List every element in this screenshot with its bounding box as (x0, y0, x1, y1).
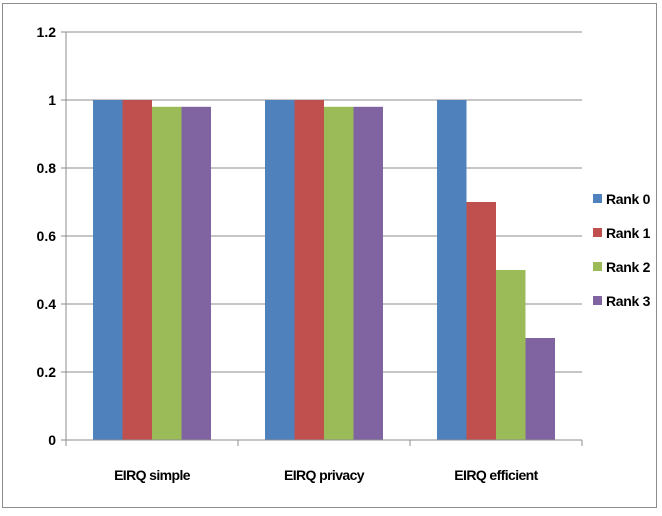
bar-rank-1-2 (294, 100, 324, 440)
x-category-label: EIRQ privacy (284, 467, 365, 483)
legend-swatch (593, 194, 602, 203)
y-tick-label: 0.4 (37, 296, 57, 312)
legend-swatch (593, 296, 602, 305)
bar-rank-0-1 (93, 100, 123, 440)
y-tick-label: 0.8 (37, 160, 57, 176)
x-category-label: EIRQ simple (114, 467, 191, 483)
bar-rank-1-3 (466, 202, 496, 440)
bar-rank-2-1 (152, 106, 182, 441)
bar-rank-2-2 (324, 106, 354, 441)
bar-rank-0-2 (265, 100, 295, 440)
legend: Rank 0 Rank 1 Rank 2 Rank 3 (593, 191, 651, 309)
legend-swatch (593, 228, 602, 237)
bar-rank-0-3 (437, 100, 467, 440)
y-tick-label: 1 (48, 92, 56, 108)
y-axis: 0 0.2 0.4 0.6 0.8 1 1.2 (37, 24, 67, 448)
y-tick-label: 0 (48, 432, 56, 448)
y-tick-label: 0.6 (37, 228, 57, 244)
y-tick-label: 1.2 (37, 24, 57, 40)
bar-rank-1-1 (122, 100, 152, 440)
bar-rank-2-3 (496, 270, 526, 440)
x-category-label: EIRQ efficient (454, 467, 538, 483)
y-tick-label: 0.2 (37, 364, 57, 380)
bar-rank-3-3 (525, 338, 555, 440)
bar-rank-3-1 (181, 106, 211, 441)
bar-rank-3-2 (353, 106, 383, 441)
bars (93, 100, 555, 441)
x-axis: EIRQ simple EIRQ privacy EIRQ efficient (65, 439, 583, 483)
legend-label: Rank 3 (606, 293, 651, 309)
legend-swatch (593, 262, 602, 271)
legend-label: Rank 2 (606, 259, 651, 275)
legend-label: Rank 1 (606, 225, 651, 241)
legend-label: Rank 0 (606, 191, 651, 207)
